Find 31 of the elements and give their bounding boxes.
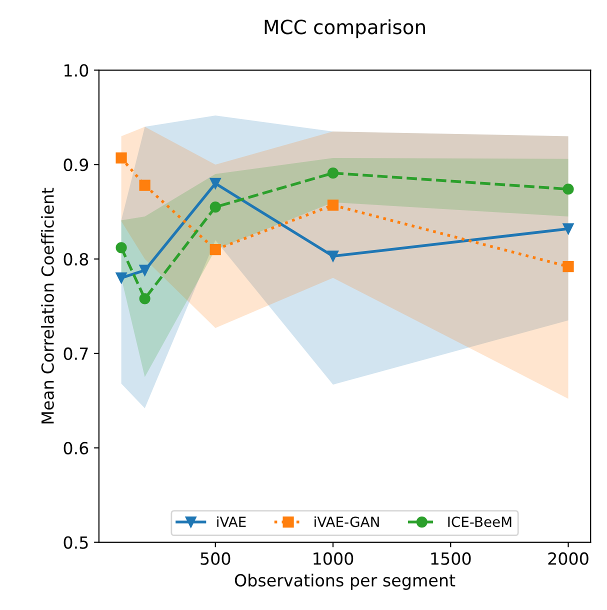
- point: [210, 178, 221, 190]
- legend-label: ICE-BeeM: [448, 516, 512, 528]
- y-axis-title: Mean Correlation Coefficient: [41, 188, 54, 424]
- point: [327, 250, 339, 262]
- x-axis-title: Observations per segment: [234, 574, 456, 590]
- y-tick-label: 0.9: [64, 158, 88, 172]
- y-tick-label: 0.7: [64, 347, 88, 360]
- y-tick-label: 0.8: [64, 252, 88, 266]
- point: [116, 242, 127, 254]
- y-tick-label: 0.6: [64, 442, 88, 454]
- point: [562, 223, 574, 234]
- point: [562, 261, 574, 272]
- x-tick-label: 2000: [548, 552, 588, 565]
- y-tick-label: 0.5: [64, 536, 88, 549]
- point: [116, 152, 127, 164]
- chart-title: MCC comparison: [264, 19, 425, 38]
- x-tick-label: 1000: [314, 552, 354, 565]
- x-tick-label: 500: [200, 552, 230, 565]
- point: [139, 180, 150, 191]
- point: [116, 272, 127, 284]
- point: [139, 264, 150, 276]
- x-tick-label: 1500: [431, 552, 471, 565]
- point: [210, 202, 221, 213]
- point: [139, 293, 150, 304]
- legend-label: iVAE: [217, 516, 246, 527]
- point: [327, 200, 339, 211]
- legend-label: iVAE-GAN: [314, 516, 379, 528]
- point: [327, 168, 339, 179]
- point: [210, 244, 221, 256]
- point: [562, 184, 574, 195]
- y-tick-label: 1.0: [64, 64, 88, 77]
